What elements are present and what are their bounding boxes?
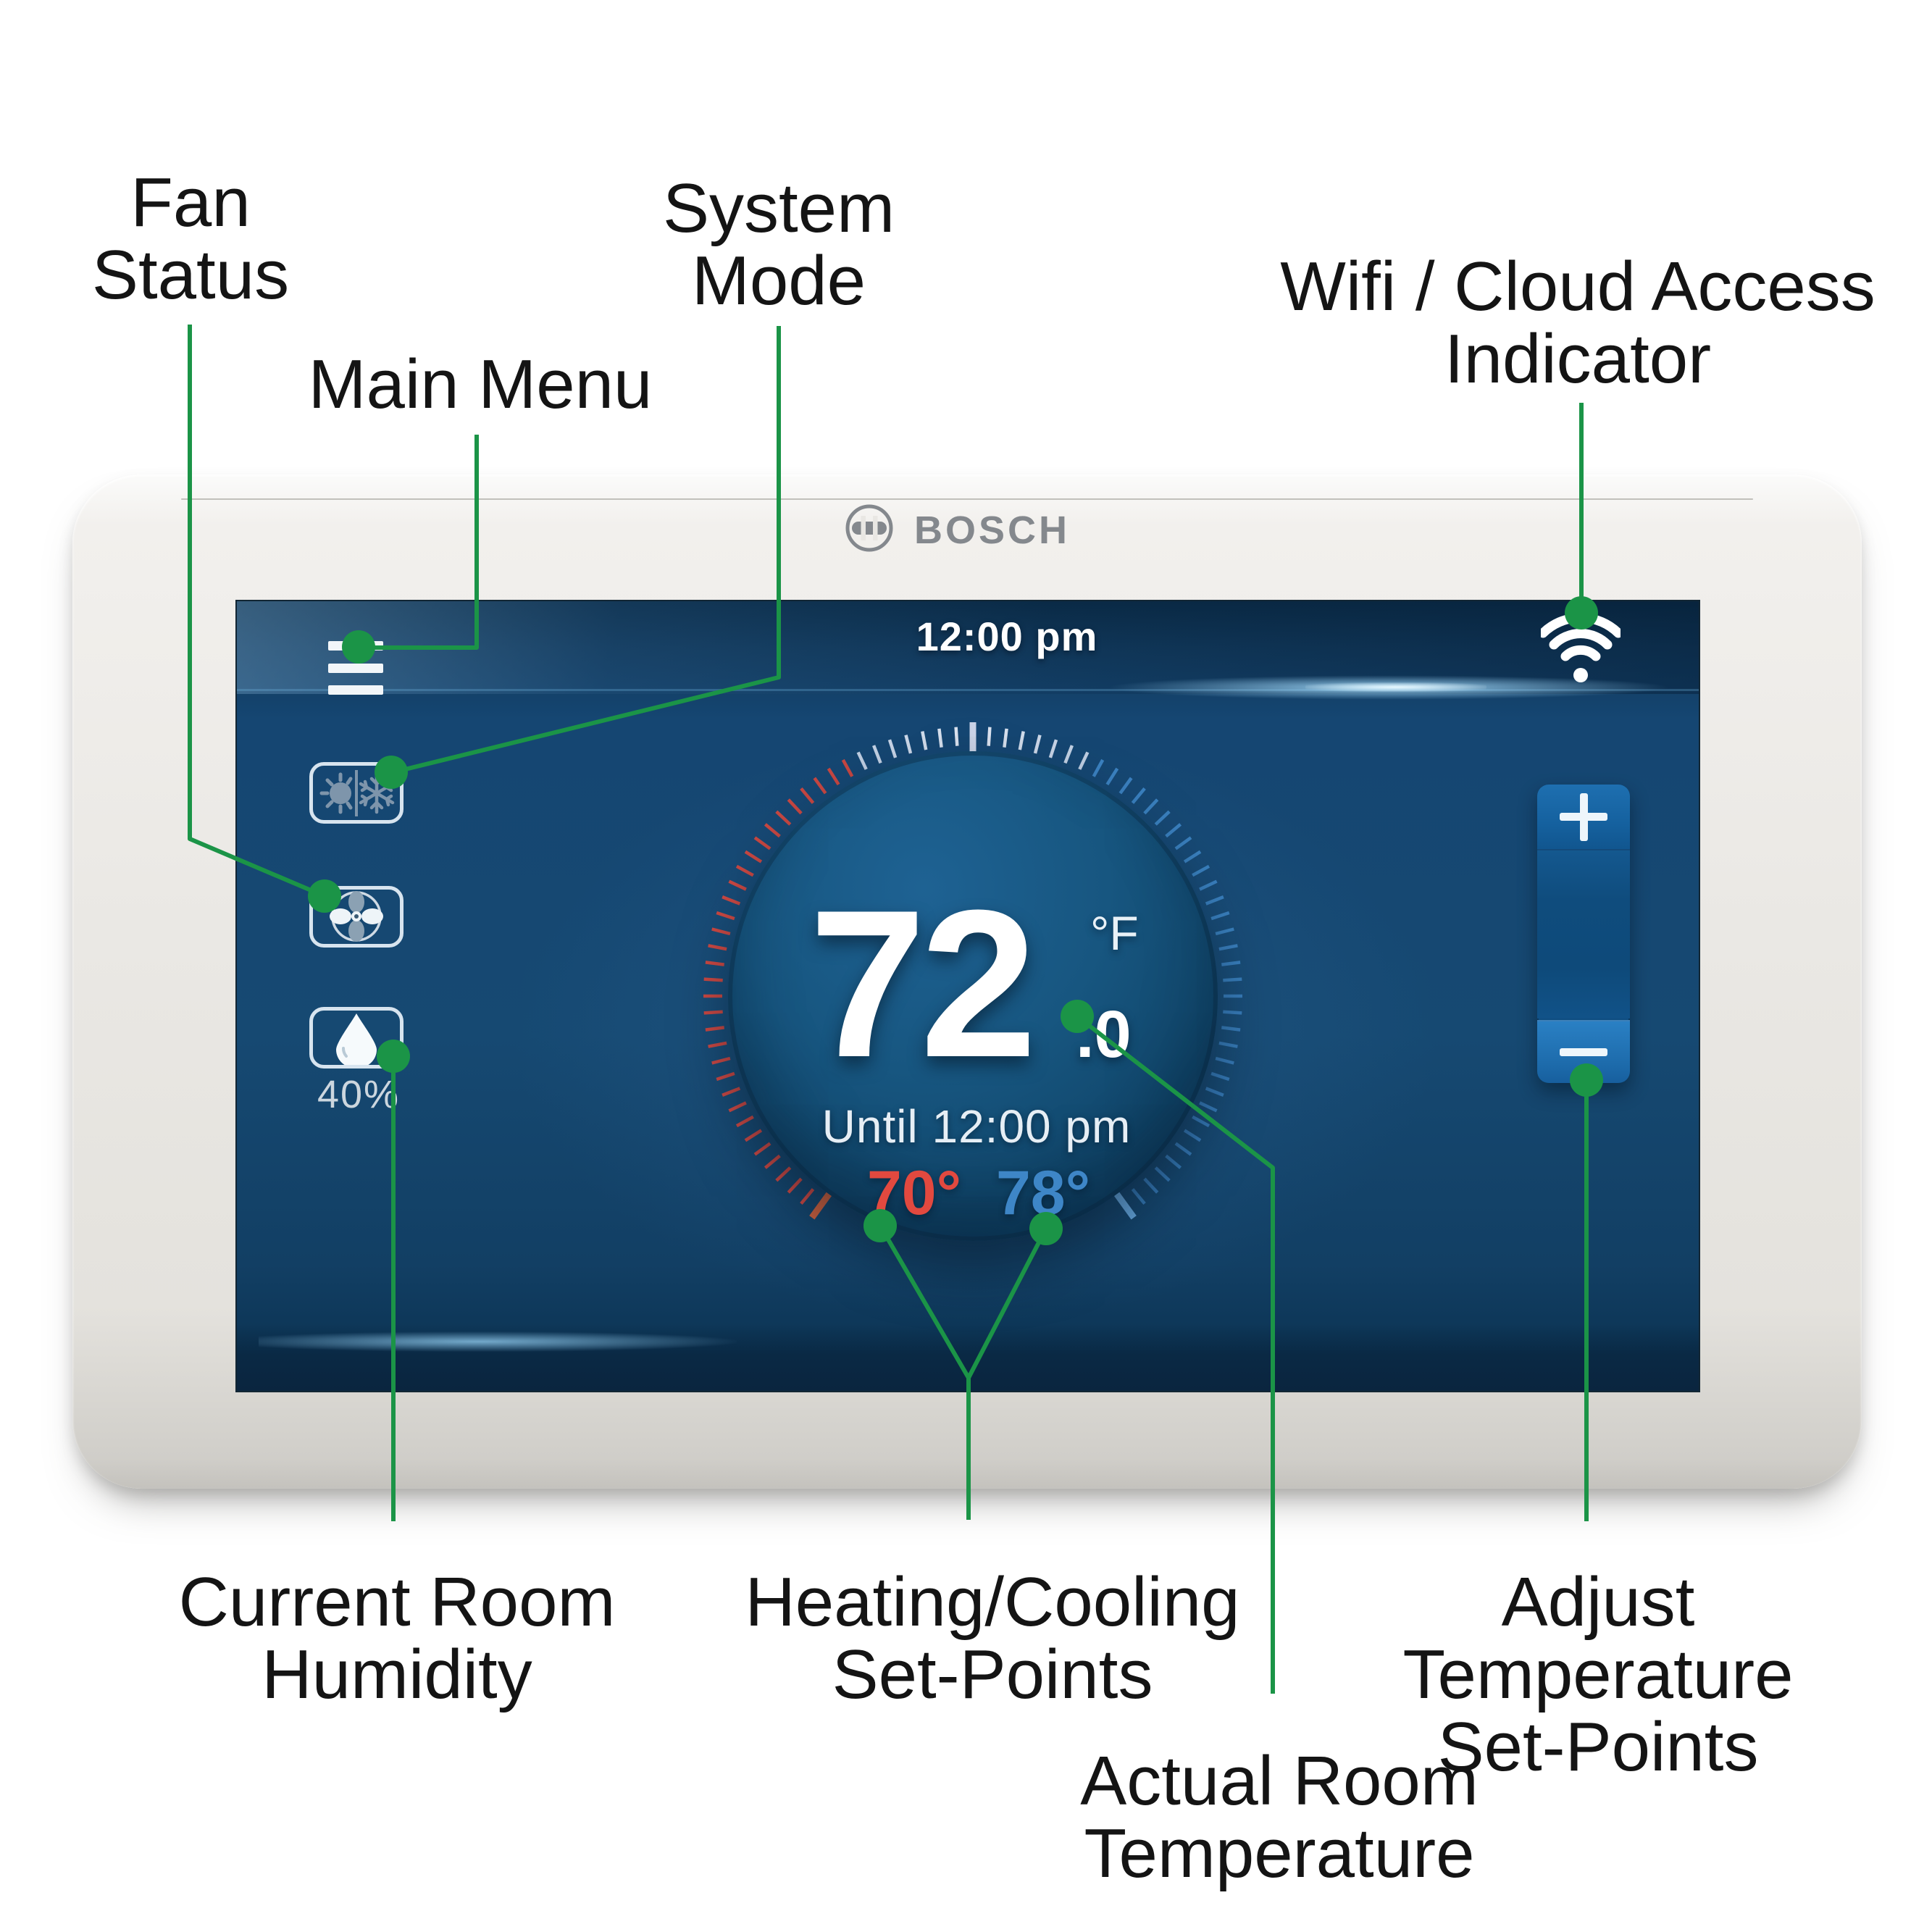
sun-snowflake-icon xyxy=(319,770,395,816)
brand-text: BOSCH xyxy=(914,509,1071,552)
callout-actual-temp: Actual Room Temperature xyxy=(1004,1745,1555,1890)
header-divider xyxy=(237,689,1699,691)
minus-icon xyxy=(1560,1048,1607,1056)
callout-main-menu: Main Menu xyxy=(292,348,669,421)
thermostat-device: BOSCH 12:00 pm xyxy=(72,474,1862,1489)
bosch-armature-icon xyxy=(845,504,893,552)
callout-current-humidity-line1: Current Room xyxy=(178,1563,616,1641)
bezel-seam xyxy=(181,498,1753,500)
callout-adjust-temp-line2: Set-Points xyxy=(1437,1708,1759,1786)
callout-current-humidity: Current Room Humidity xyxy=(122,1566,672,1711)
temperature-slider[interactable] xyxy=(1537,785,1630,1083)
callout-fan-status: Fan Status xyxy=(2,167,379,311)
callout-system-mode-line1: System xyxy=(662,170,895,247)
callout-system-mode: System Mode xyxy=(590,172,967,317)
temperature-unit: °F xyxy=(1090,906,1139,960)
current-temperature-decimal: .0 xyxy=(1076,998,1132,1071)
decrease-temperature-button[interactable] xyxy=(1537,1020,1630,1083)
system-mode-button[interactable] xyxy=(309,762,403,824)
hamburger-bar xyxy=(328,685,383,695)
bosch-logo: BOSCH xyxy=(72,503,1862,554)
callout-main-menu-line1: Main Menu xyxy=(308,346,653,423)
plus-icon xyxy=(1579,793,1588,841)
thermostat-screen: 12:00 pm xyxy=(235,600,1700,1392)
humidity-button[interactable] xyxy=(309,1007,403,1069)
callout-fan-status-line1: Fan xyxy=(130,164,251,241)
callout-actual-temp-line1: Actual Room xyxy=(1080,1742,1479,1820)
callout-adjust-temp-line1: Adjust Temperature xyxy=(1402,1563,1794,1713)
callout-fan-status-line2: Status xyxy=(91,236,290,314)
callout-wifi-line1: Wifi / Cloud Access xyxy=(1280,248,1875,325)
callout-actual-temp-line2: Temperature xyxy=(1084,1815,1475,1892)
main-menu-button[interactable] xyxy=(328,637,383,695)
cool-setpoint: 78° xyxy=(995,1158,1091,1228)
screen-bottom-shade xyxy=(237,1324,1699,1391)
droplet-icon xyxy=(336,1013,377,1069)
hamburger-bar xyxy=(328,641,383,651)
slider-track[interactable] xyxy=(1537,850,1630,1019)
callout-heating-cooling: Heating/Cooling Set-Points xyxy=(717,1566,1268,1711)
callout-current-humidity-line2: Humidity xyxy=(262,1636,532,1713)
callout-heating-cooling-line2: Set-Points xyxy=(832,1636,1153,1713)
fan-status-button[interactable] xyxy=(309,886,403,948)
current-temperature: 72 xyxy=(809,866,1037,1101)
time-display: 12:00 pm xyxy=(916,614,1098,659)
callout-wifi-line2: Indicator xyxy=(1444,320,1712,398)
fan-icon xyxy=(330,891,383,942)
callout-system-mode-line2: Mode xyxy=(691,242,866,319)
increase-temperature-button[interactable] xyxy=(1537,785,1630,850)
callout-adjust-temp: Adjust Temperature Set-Points xyxy=(1301,1566,1895,1783)
callout-heating-cooling-line1: Heating/Cooling xyxy=(745,1563,1240,1641)
schedule-status: Until 12:00 pm xyxy=(821,1100,1132,1153)
callout-wifi-indicator: Wifi / Cloud Access Indicator xyxy=(1252,251,1904,396)
wifi-icon xyxy=(1541,613,1621,682)
hamburger-bar xyxy=(328,664,383,673)
humidity-value: 40% xyxy=(317,1073,401,1116)
